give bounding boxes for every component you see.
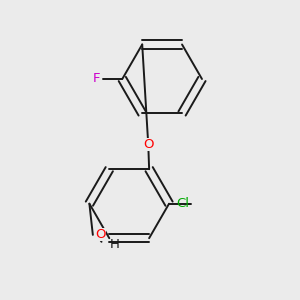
Text: O: O [143, 138, 154, 151]
Text: Cl: Cl [176, 197, 189, 210]
Text: O: O [96, 228, 106, 242]
Text: F: F [93, 73, 100, 85]
Text: H: H [110, 238, 119, 251]
